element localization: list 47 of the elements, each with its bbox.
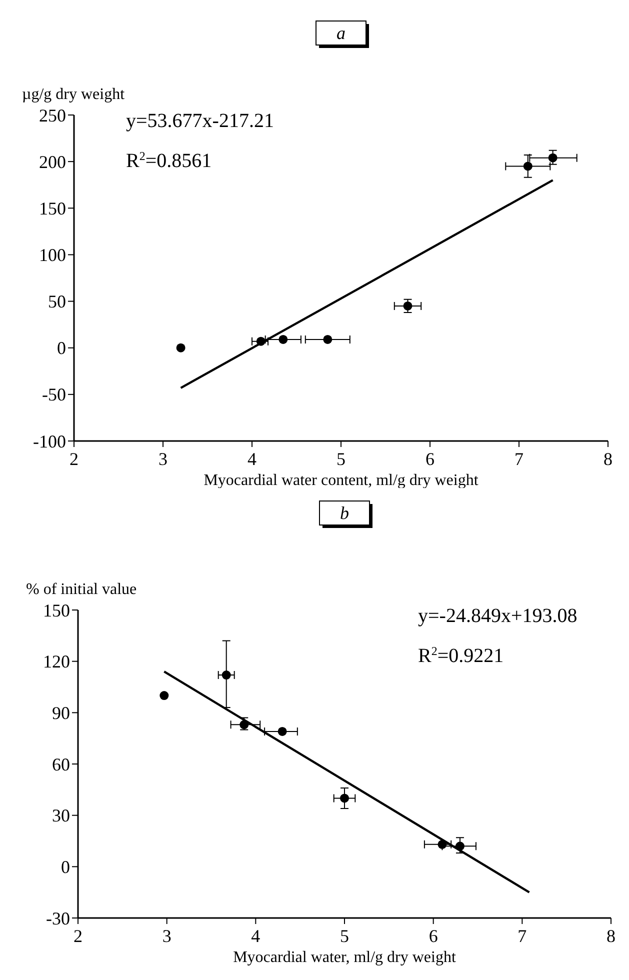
y-tick-label: -30	[46, 908, 70, 928]
annotation: y=-24.849x+193.08	[418, 605, 578, 627]
y-axis-title: % of initial value	[26, 581, 137, 598]
chart-title: b	[340, 503, 349, 523]
y-axis-title: µg/g dry weight	[22, 86, 126, 103]
y-tick-label: 0	[57, 338, 66, 358]
y-tick-label: 60	[52, 754, 70, 774]
x-tick-label: 4	[251, 926, 260, 946]
annotation: R$^{2}$=0.8561	[126, 149, 212, 172]
point	[340, 794, 349, 803]
point	[176, 343, 186, 352]
point	[160, 691, 169, 700]
point	[278, 334, 288, 344]
y-tick-label: 90	[52, 702, 70, 723]
y-tick-label: 0	[61, 856, 70, 877]
point	[548, 153, 558, 162]
x-tick-label: 2	[70, 449, 78, 469]
chart-title: a	[336, 23, 346, 43]
y-tick-label: 120	[43, 652, 70, 672]
y-tick-label: 100	[39, 245, 66, 266]
point	[222, 670, 231, 680]
x-tick-label: 6	[426, 449, 434, 469]
x-tick-label: 5	[336, 449, 346, 469]
x-tick-label: 8	[606, 926, 616, 946]
y-tick-label: 200	[39, 152, 66, 172]
x-tick-label: 6	[428, 926, 438, 946]
x-tick-label: 3	[158, 449, 168, 469]
y-tick-label: -50	[42, 384, 66, 405]
x-tick-label: 2	[74, 926, 82, 946]
annotation: y=53.677x-217.21	[126, 110, 274, 132]
x-tick-label: 7	[518, 926, 527, 946]
x-tick-label: 3	[162, 926, 172, 946]
y-tick-label: 50	[48, 292, 66, 312]
y-tick-label: 150	[43, 600, 70, 620]
annotation: R$^{2}$=0.9221	[418, 644, 504, 667]
x-tick-label: 5	[340, 926, 349, 946]
x-tick-label: 8	[604, 449, 612, 469]
x-tick-label: 7	[514, 449, 524, 469]
y-tick-label: -100	[33, 431, 66, 452]
y-tick-label: 30	[52, 806, 70, 826]
y-tick-label: 150	[39, 198, 66, 218]
point	[523, 162, 532, 171]
y-tick-label: 250	[39, 105, 66, 126]
x-tick-label: 4	[248, 449, 256, 469]
x-axis-title: Myocardial water, ml/g dry weight	[233, 949, 456, 966]
point	[323, 334, 332, 344]
point	[278, 727, 287, 736]
